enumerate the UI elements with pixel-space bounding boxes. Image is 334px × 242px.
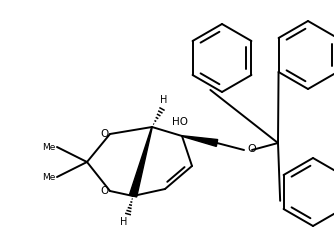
Text: H: H <box>160 95 168 105</box>
Text: HO: HO <box>172 117 188 127</box>
Text: O: O <box>101 129 109 139</box>
Text: O: O <box>247 144 256 154</box>
Text: Me: Me <box>43 173 56 182</box>
Polygon shape <box>129 127 152 197</box>
Text: O: O <box>101 186 109 196</box>
Polygon shape <box>182 136 218 146</box>
Text: H: H <box>120 217 128 227</box>
Text: Me: Me <box>43 143 56 151</box>
